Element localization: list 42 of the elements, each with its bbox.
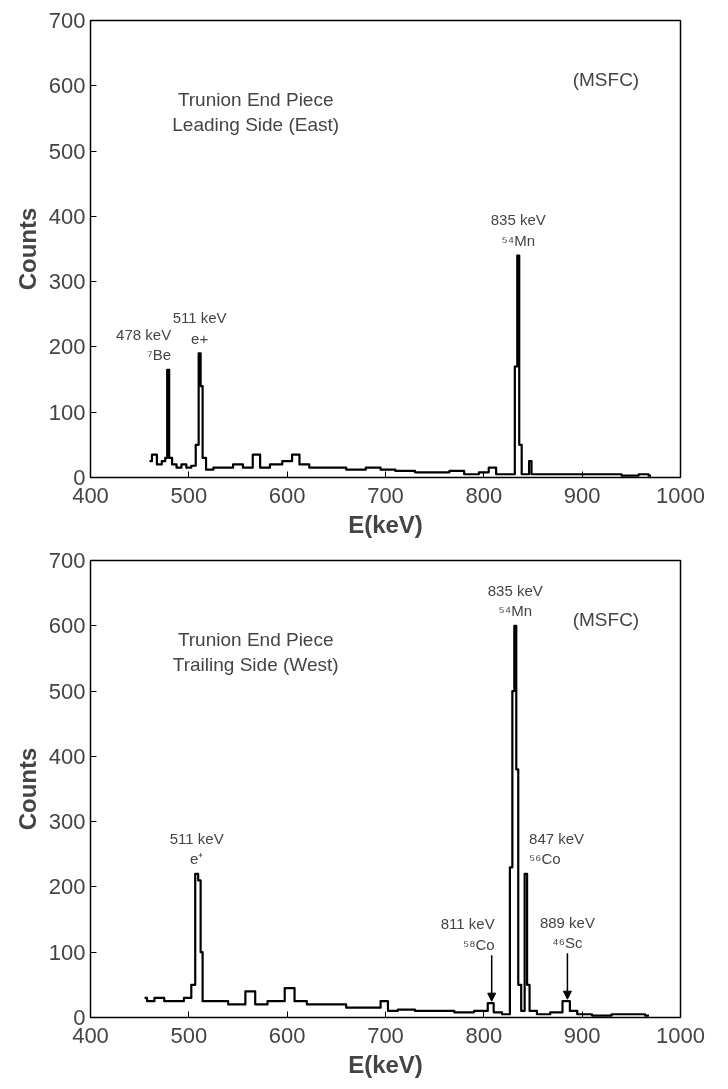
y-tick-label: 600 bbox=[48, 73, 86, 99]
y-tick-label: 500 bbox=[48, 678, 86, 704]
y-tick-label: 100 bbox=[48, 399, 86, 425]
x-axis-title: E(keV) bbox=[348, 510, 423, 538]
annotation: 511 keV e+ bbox=[172, 309, 227, 347]
x-tick-label: 500 bbox=[170, 482, 208, 508]
y-axis-title: Counts bbox=[13, 747, 41, 831]
x-tick-label: 600 bbox=[268, 1022, 306, 1048]
x-tick-label: 1000 bbox=[656, 482, 705, 508]
x-tick-label: 700 bbox=[367, 1022, 404, 1048]
y-tick-label: 600 bbox=[48, 613, 86, 639]
x-tick-label: 900 bbox=[563, 1022, 601, 1048]
x-tick-label: 1000 bbox=[656, 1022, 705, 1048]
x-tick-label: 500 bbox=[170, 1022, 208, 1048]
y-tick-label: 400 bbox=[48, 743, 86, 769]
annotation: (MSFC) bbox=[572, 609, 640, 631]
y-tick-label: 100 bbox=[48, 939, 86, 965]
x-tick-label: 600 bbox=[268, 482, 306, 508]
annotation: 835 keV ⁵⁴Mn bbox=[490, 211, 546, 249]
y-tick-label: 300 bbox=[48, 269, 86, 295]
x-axis-title: E(keV) bbox=[348, 1050, 423, 1078]
y-tick-label: 700 bbox=[48, 8, 86, 33]
y-tick-label: 200 bbox=[48, 874, 86, 900]
x-tick-label: 800 bbox=[465, 1022, 503, 1048]
x-tick-label: 700 bbox=[367, 482, 404, 508]
y-axis-title: Counts bbox=[13, 207, 41, 291]
annotation: 835 keV ⁵⁴Mn bbox=[487, 581, 543, 619]
annotation: 511 keV e⁺ bbox=[169, 829, 224, 868]
annotation: 478 keV ⁷Be bbox=[116, 325, 172, 363]
y-tick-label: 300 bbox=[48, 809, 86, 835]
annotation: 847 keV ⁵⁶Co bbox=[529, 829, 585, 868]
y-tick-label: 200 bbox=[48, 334, 86, 360]
annotation: (MSFC) bbox=[572, 69, 640, 91]
y-tick-label: 700 bbox=[48, 548, 86, 573]
annotation: Trunion End Piece Leading Side (East) bbox=[172, 88, 340, 135]
y-tick-label: 400 bbox=[48, 203, 86, 229]
annotation: 889 keV ⁴⁶Sc bbox=[539, 913, 595, 951]
y-tick-label: 500 bbox=[48, 138, 86, 164]
x-tick-label: 900 bbox=[563, 482, 601, 508]
annotation: Trunion End Piece Trailing Side (West) bbox=[172, 628, 339, 675]
annotation: 811 keV ⁵⁸Co bbox=[440, 915, 495, 953]
x-tick-label: 800 bbox=[465, 482, 503, 508]
